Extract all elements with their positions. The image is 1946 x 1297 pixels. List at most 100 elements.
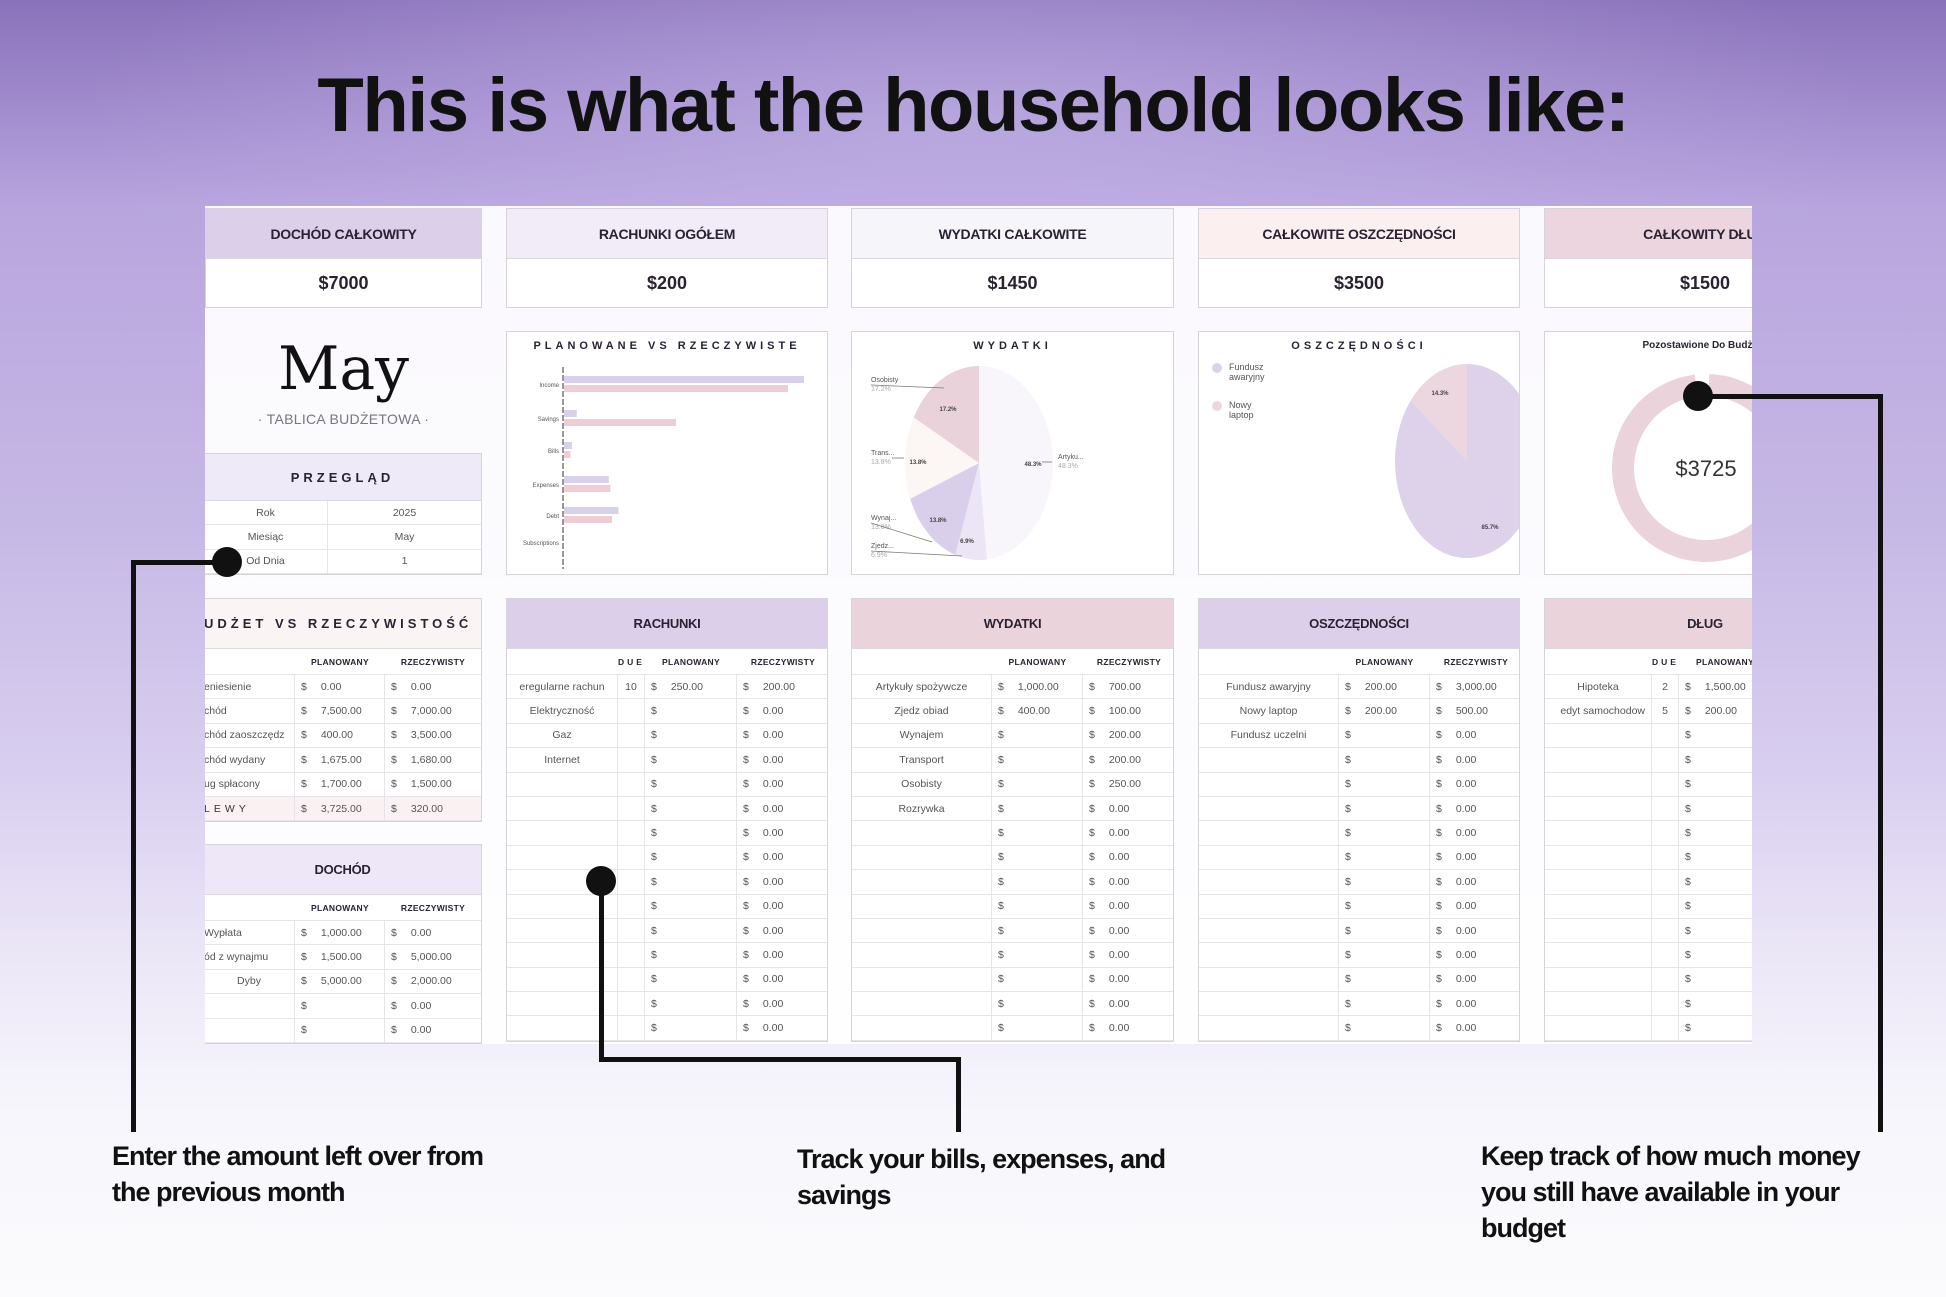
row-label[interactable]	[1545, 723, 1652, 748]
amount-cell[interactable]: $	[992, 1016, 1083, 1040]
amount-cell[interactable]: $0.00	[1430, 797, 1519, 820]
amount-cell[interactable]: $	[1339, 992, 1430, 1016]
row-label[interactable]	[507, 967, 618, 992]
row-label[interactable]	[507, 943, 618, 967]
row-label[interactable]	[1545, 1016, 1652, 1040]
amount-cell[interactable]: $	[992, 723, 1083, 748]
amount-cell[interactable]: $3,000.00	[1430, 675, 1519, 698]
row-label[interactable]	[1199, 992, 1339, 1016]
amount-cell[interactable]: $0.00	[1430, 724, 1519, 747]
due-cell[interactable]	[618, 821, 645, 845]
row-label[interactable]: Fundusz uczelni	[1199, 723, 1339, 748]
amount-cell[interactable]: $	[1339, 772, 1430, 796]
row-label[interactable]	[1545, 992, 1652, 1016]
row-label[interactable]	[205, 1018, 295, 1042]
amount-cell[interactable]: $0.00	[1430, 992, 1519, 1015]
due-cell[interactable]	[618, 870, 645, 894]
amount-cell[interactable]: $	[992, 870, 1083, 894]
due-cell[interactable]	[1652, 821, 1679, 845]
amount-cell[interactable]: $	[1339, 821, 1430, 845]
row-label[interactable]: Internet	[507, 748, 618, 772]
amount-cell[interactable]: $0.00	[737, 968, 827, 991]
row-label[interactable]	[1545, 943, 1652, 967]
amount-cell[interactable]: $	[1339, 748, 1430, 772]
due-cell[interactable]	[618, 918, 645, 943]
amount-cell[interactable]: $0.00	[1083, 943, 1173, 966]
amount-cell[interactable]: $	[992, 943, 1083, 967]
row-label[interactable]: LEWY	[205, 796, 295, 821]
row-label[interactable]	[1545, 845, 1652, 870]
amount-cell[interactable]: $0.00	[1083, 1016, 1173, 1039]
amount-cell[interactable]: $	[1339, 918, 1430, 943]
row-label[interactable]	[1199, 821, 1339, 845]
amount-cell[interactable]: $250.00	[1083, 773, 1173, 796]
amount-cell[interactable]: $1,700.00	[295, 772, 385, 796]
amount-cell[interactable]: $0.00	[737, 992, 827, 1015]
row-label[interactable]	[1545, 821, 1652, 845]
amount-cell[interactable]: $0.00	[1083, 895, 1173, 918]
amount-cell[interactable]: $	[1339, 845, 1430, 870]
amount-cell[interactable]: $320.00	[385, 797, 481, 820]
amount-cell[interactable]: $	[645, 772, 737, 796]
row-label[interactable]	[1199, 748, 1339, 772]
amount-cell[interactable]: $0.00	[1083, 992, 1173, 1015]
amount-cell[interactable]: $	[645, 870, 737, 894]
due-cell[interactable]	[618, 992, 645, 1016]
amount-cell[interactable]: $400.00	[295, 723, 385, 748]
amount-cell[interactable]: $0.00	[737, 773, 827, 796]
amount-cell[interactable]: $0.00	[1083, 919, 1173, 942]
amount-cell[interactable]: $	[1679, 895, 1752, 918]
amount-cell[interactable]: $	[645, 967, 737, 992]
due-cell[interactable]	[618, 967, 645, 992]
amount-cell[interactable]: $700.00	[1083, 675, 1173, 698]
amount-cell[interactable]: $	[1679, 724, 1752, 747]
row-label[interactable]	[852, 1016, 992, 1040]
amount-cell[interactable]: $0.00	[737, 870, 827, 893]
row-label[interactable]: ug spłacony	[205, 772, 295, 796]
due-cell[interactable]	[618, 1016, 645, 1040]
amount-cell[interactable]: $	[992, 894, 1083, 918]
amount-cell[interactable]: $	[645, 894, 737, 918]
row-label[interactable]	[507, 821, 618, 845]
row-label[interactable]	[1199, 845, 1339, 870]
amount-cell[interactable]: $1,000.00	[992, 675, 1083, 699]
row-label[interactable]: Gaz	[507, 723, 618, 748]
row-label[interactable]	[1199, 943, 1339, 967]
amount-cell[interactable]: $5,000.00	[385, 945, 481, 968]
amount-cell[interactable]: $1,500.00	[385, 773, 481, 796]
amount-cell[interactable]: $0.00	[385, 675, 481, 698]
amount-cell[interactable]: $	[1679, 821, 1752, 844]
amount-cell[interactable]: $	[645, 748, 737, 772]
row-label[interactable]	[1199, 894, 1339, 918]
row-label[interactable]: Wypłata	[205, 921, 295, 945]
amount-cell[interactable]: $3,500.00	[385, 724, 481, 747]
amount-cell[interactable]: $	[645, 1016, 737, 1040]
amount-cell[interactable]: $	[645, 699, 737, 723]
row-label[interactable]: chód wydany	[205, 748, 295, 772]
amount-cell[interactable]: $	[992, 845, 1083, 870]
row-label[interactable]: Transport	[852, 748, 992, 772]
row-label[interactable]: Fundusz awaryjny	[1199, 675, 1339, 699]
amount-cell[interactable]: $	[1679, 1016, 1752, 1039]
due-cell[interactable]	[618, 796, 645, 821]
row-label[interactable]	[852, 967, 992, 992]
amount-cell[interactable]: $	[1339, 796, 1430, 821]
row-label[interactable]	[1199, 870, 1339, 894]
amount-cell[interactable]: $0.00	[1430, 1016, 1519, 1039]
amount-cell[interactable]: $	[645, 821, 737, 845]
amount-cell[interactable]: $1,000.00	[295, 921, 385, 945]
amount-cell[interactable]: $0.00	[385, 921, 481, 944]
row-label[interactable]	[852, 845, 992, 870]
row-label[interactable]	[1545, 870, 1652, 894]
amount-cell[interactable]: $1,675.00	[295, 748, 385, 772]
amount-cell[interactable]: $200.00	[1083, 724, 1173, 747]
amount-cell[interactable]: $5,000.00	[295, 969, 385, 994]
amount-cell[interactable]: $0.00	[1430, 773, 1519, 796]
row-label[interactable]	[1545, 772, 1652, 796]
row-label[interactable]	[507, 1016, 618, 1040]
amount-cell[interactable]: $500.00	[1430, 699, 1519, 722]
row-label[interactable]: Dyby	[205, 969, 295, 994]
amount-cell[interactable]: $0.00	[1083, 968, 1173, 991]
amount-cell[interactable]: $	[295, 994, 385, 1018]
row-label[interactable]: ód z wynajmu	[205, 945, 295, 969]
